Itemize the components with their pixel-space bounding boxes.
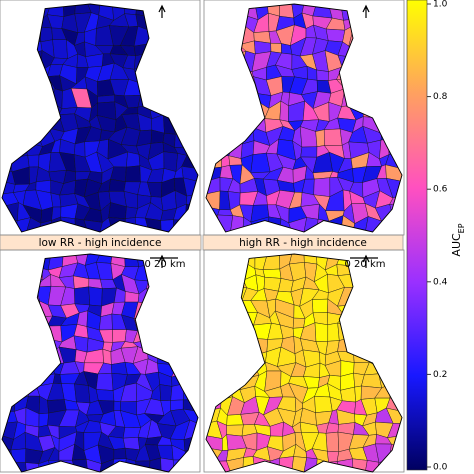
tick-label: 0.0 <box>433 463 448 473</box>
region <box>160 219 174 232</box>
colorbar <box>406 0 428 471</box>
region <box>27 154 40 168</box>
region <box>311 298 329 314</box>
panel-border <box>0 0 201 236</box>
region <box>74 383 91 404</box>
region <box>279 4 295 19</box>
tick-label: 0.8 <box>433 92 448 102</box>
panel-title: low RR - high incidence <box>39 237 162 249</box>
region <box>291 456 307 472</box>
region <box>125 165 141 183</box>
north-arrow <box>158 254 166 268</box>
region <box>325 28 346 43</box>
region <box>325 431 340 453</box>
tick-label: 0.4 <box>433 277 448 287</box>
north-arrow <box>362 4 370 18</box>
region <box>182 408 198 424</box>
scale-label: 0 20 km <box>345 259 386 270</box>
region <box>112 329 127 343</box>
region <box>314 396 333 413</box>
region <box>88 286 103 307</box>
tick-label: 0.2 <box>433 370 447 380</box>
region <box>40 26 53 43</box>
region <box>170 399 184 411</box>
region <box>315 129 325 147</box>
region <box>95 389 115 402</box>
region <box>278 278 294 293</box>
north-arrow <box>362 254 370 268</box>
region <box>113 400 121 412</box>
scale-label: 0 20 km <box>145 259 186 270</box>
region <box>314 322 328 342</box>
north-arrow <box>158 4 166 18</box>
region <box>361 373 382 389</box>
map-outline <box>1 3 199 233</box>
region <box>74 286 91 306</box>
region <box>323 128 343 146</box>
region <box>226 424 244 437</box>
region <box>385 164 402 182</box>
tick-label: 0.6 <box>433 185 448 195</box>
region <box>327 322 340 342</box>
region <box>262 268 282 279</box>
tick-label: 1.0 <box>433 0 448 10</box>
panel-border <box>203 0 405 236</box>
colorbar-label: AUCEP <box>450 223 466 256</box>
region <box>38 412 49 428</box>
region <box>111 361 128 375</box>
region <box>126 151 141 168</box>
label-sub: EP <box>457 223 466 233</box>
region <box>52 39 68 59</box>
map <box>206 4 402 232</box>
region <box>159 384 173 401</box>
map-outline <box>205 253 403 473</box>
region <box>99 313 113 331</box>
region <box>102 348 112 365</box>
region <box>270 42 282 54</box>
region <box>160 457 174 472</box>
region <box>122 436 140 451</box>
region <box>226 414 244 426</box>
region <box>181 166 198 182</box>
panel-title: high RR - high incidence <box>239 237 367 249</box>
map-outline <box>205 3 403 233</box>
map-outline <box>1 253 199 473</box>
region <box>386 407 402 424</box>
region <box>163 151 178 172</box>
region <box>313 177 331 197</box>
label-main: AUC <box>450 233 463 257</box>
region <box>113 447 127 460</box>
region <box>95 372 114 391</box>
region <box>292 317 306 329</box>
region <box>300 146 318 158</box>
region <box>316 69 329 81</box>
